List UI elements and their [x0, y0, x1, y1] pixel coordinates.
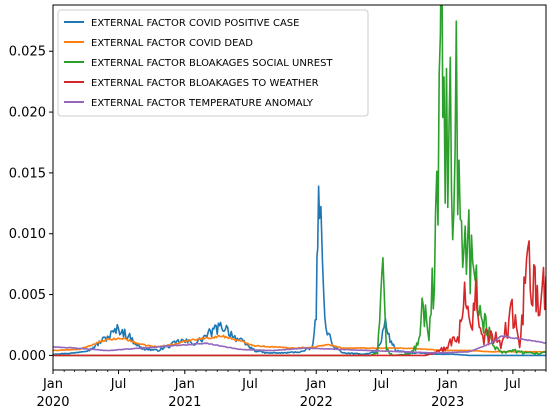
x-tick-year-label: 2021	[168, 395, 201, 410]
x-tick-label: Jul	[373, 377, 390, 392]
x-tick-year-label: 2023	[431, 395, 464, 410]
x-tick-year-label: 2022	[300, 395, 333, 410]
y-tick-label: 0.000	[9, 349, 46, 364]
x-tick-label: Jan	[305, 377, 326, 392]
legend: EXTERNAL FACTOR COVID POSITIVE CASE EXTER…	[57, 9, 369, 117]
series-line-4	[53, 334, 546, 354]
y-tick-label: 0.020	[9, 106, 46, 121]
x-tick-label: Jul	[241, 377, 258, 392]
series-line-0	[53, 185, 546, 357]
x-tick-label: Jan	[437, 377, 458, 392]
legend-label: EXTERNAL FACTOR COVID DEAD	[91, 38, 253, 49]
y-tick-label: 0.025	[9, 45, 46, 60]
x-tick-label: Jul	[504, 377, 521, 392]
x-tick-label: Jan	[42, 377, 63, 392]
plot-area	[53, 5, 546, 357]
x-tick-label: Jul	[110, 377, 127, 392]
legend-label: EXTERNAL FACTOR BLOAKAGES SOCIAL UNREST	[91, 58, 333, 69]
legend-label: EXTERNAL FACTOR COVID POSITIVE CASE	[91, 18, 299, 29]
x-tick-year-label: 2020	[36, 395, 69, 410]
legend-label: EXTERNAL FACTOR BLOAKAGES TO WEATHER	[91, 78, 319, 89]
legend-box	[57, 9, 369, 117]
legend-label: EXTERNAL FACTOR TEMPERATURE ANOMALY	[91, 98, 314, 109]
y-tick-label: 0.010	[9, 227, 46, 242]
series-line-3	[53, 240, 546, 357]
x-tick-label: Jan	[174, 377, 195, 392]
axes: 0.000 0.005 0.010 0.015 0.020 0.025 Jan 2020 Jul…	[9, 45, 547, 410]
axes-frame	[52, 4, 547, 371]
y-tick-label: 0.015	[9, 166, 46, 181]
y-tick-label: 0.005	[9, 288, 46, 303]
